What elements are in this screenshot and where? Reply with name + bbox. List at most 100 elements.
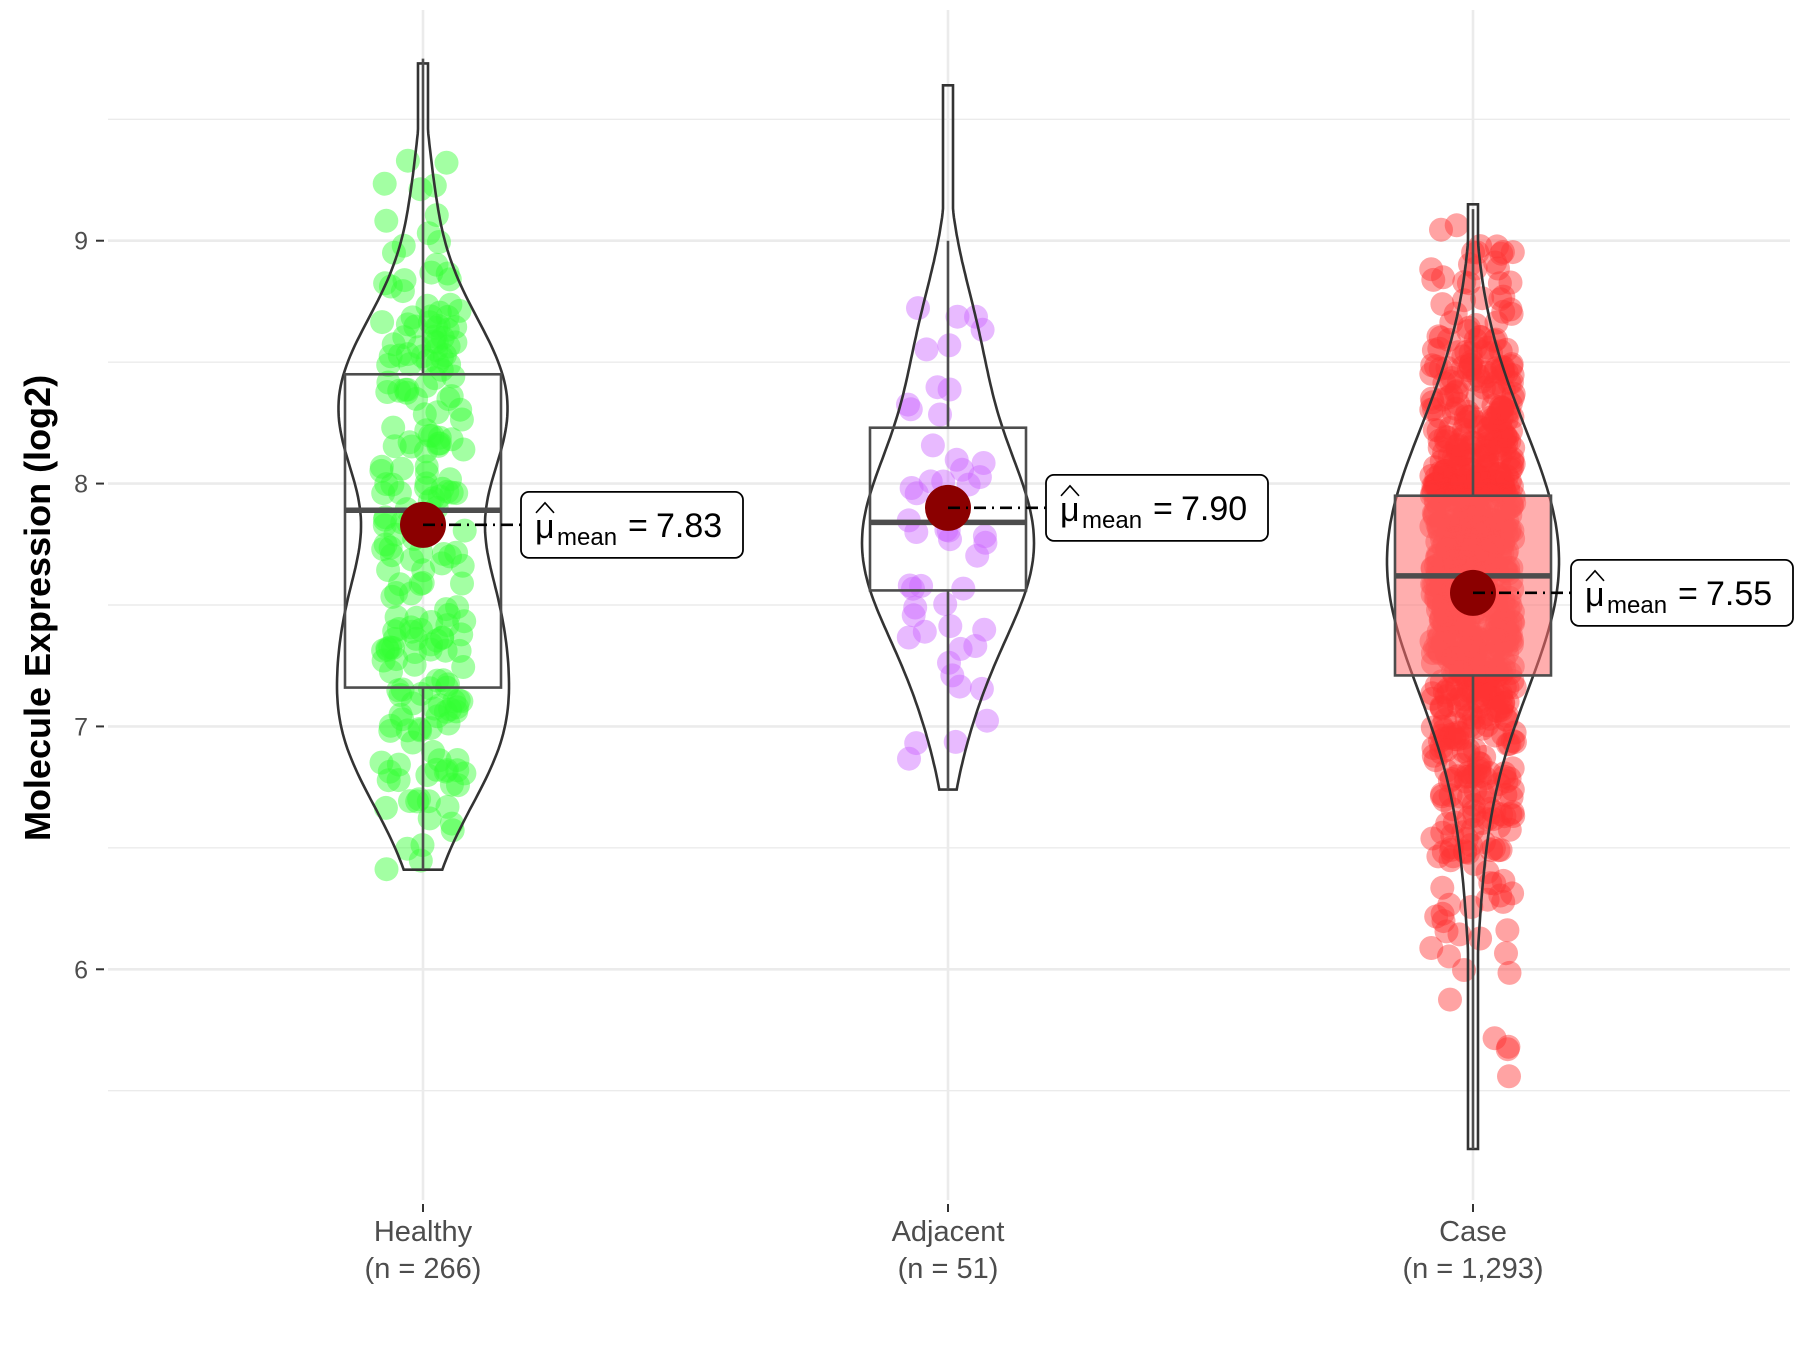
data-point: [1492, 804, 1517, 829]
data-point: [1423, 455, 1447, 480]
data-point: [420, 423, 445, 448]
data-point: [1470, 339, 1495, 364]
data-point: [1432, 726, 1457, 751]
data-point: [1459, 404, 1484, 429]
data-point: [1430, 714, 1454, 739]
data-point: [1462, 803, 1487, 828]
data-point: [1449, 463, 1474, 487]
data-point: [1497, 817, 1522, 842]
data-point: [1441, 401, 1466, 426]
data-point: [1443, 476, 1468, 501]
data-point: [1458, 352, 1483, 377]
data-point: [414, 374, 438, 399]
data-point: [440, 818, 465, 843]
data-point: [1440, 722, 1464, 747]
data-point: [426, 431, 451, 456]
mean-label-box: [520, 490, 744, 559]
data-point: [435, 613, 460, 638]
data-point: [1437, 444, 1462, 469]
data-point: [1473, 682, 1498, 706]
data-point: [1450, 467, 1475, 492]
data-point: [1452, 423, 1477, 448]
data-point: [407, 787, 432, 812]
data-point: [422, 696, 447, 721]
data-point: [1489, 405, 1514, 430]
data-point: [376, 353, 401, 377]
data-point: [1434, 919, 1459, 944]
data-point: [1488, 394, 1513, 419]
data-point: [1477, 405, 1502, 430]
data-point: [1489, 420, 1514, 445]
data-point: [1444, 433, 1469, 458]
box-healthy: [343, 372, 503, 689]
data-point: [1500, 756, 1525, 781]
data-point: [386, 678, 411, 703]
data-point: [376, 558, 401, 582]
data-point: [402, 640, 427, 664]
data-point: [1499, 785, 1524, 810]
data-point: [1449, 443, 1474, 468]
data-point: [408, 177, 433, 202]
data-point: [1443, 449, 1468, 474]
data-point: [1457, 785, 1481, 809]
group-healthy: [335, 58, 511, 882]
data-point: [399, 619, 424, 644]
data-point: [1436, 676, 1461, 701]
data-point: [909, 573, 934, 598]
data-point: [1463, 335, 1488, 360]
data-point: [1497, 371, 1522, 395]
data-point: [914, 337, 939, 362]
data-point: [1494, 941, 1518, 966]
data-point: [446, 773, 470, 798]
data-point: [376, 370, 401, 395]
data-point: [1452, 456, 1477, 481]
data-point: [395, 377, 420, 402]
data-point: [384, 605, 409, 630]
data-point: [393, 377, 418, 402]
x-tick-label-case: Case: [1439, 1216, 1507, 1248]
data-point: [439, 480, 464, 505]
data-point: [1501, 435, 1526, 460]
data-point: [404, 386, 429, 411]
data-point: [1480, 462, 1505, 487]
data-point: [1472, 672, 1497, 697]
data-point: [1456, 319, 1481, 344]
data-point: [438, 697, 463, 722]
mean-equals: =: [1153, 490, 1173, 528]
mean-value: 7.55: [1706, 575, 1772, 613]
data-point: [1468, 764, 1493, 789]
data-point: [1482, 410, 1507, 435]
data-point: [1438, 987, 1462, 1012]
data-point: [1485, 403, 1510, 428]
data-point: [1498, 802, 1523, 827]
data-point: [426, 314, 451, 338]
data-point: [1494, 337, 1519, 362]
data-point: [439, 427, 464, 452]
data-point: [1454, 705, 1479, 730]
data-point: [1419, 361, 1444, 386]
data-point: [1492, 675, 1517, 700]
data-point: [1488, 681, 1513, 706]
data-point: [1491, 868, 1516, 893]
y-tick-label: 7: [74, 713, 88, 741]
data-point: [1488, 339, 1513, 364]
data-point: [948, 636, 973, 661]
data-point: [1451, 417, 1476, 442]
group-adjacent: [860, 84, 1036, 791]
data-point: [1488, 883, 1513, 908]
data-point: [1463, 762, 1488, 787]
x-tick-label-healthy: Healthy: [374, 1216, 473, 1248]
data-point: [1474, 438, 1498, 463]
data-point: [1478, 796, 1502, 821]
data-point: [400, 691, 425, 716]
data-point: [1487, 814, 1512, 839]
data-point: [1427, 336, 1452, 361]
data-point: [405, 789, 430, 814]
data-point: [422, 329, 447, 354]
data-point: [1487, 433, 1512, 458]
data-point: [427, 431, 452, 456]
data-point: [395, 718, 420, 743]
data-point: [430, 626, 455, 650]
data-point: [1469, 682, 1493, 707]
data-point: [1428, 356, 1453, 381]
